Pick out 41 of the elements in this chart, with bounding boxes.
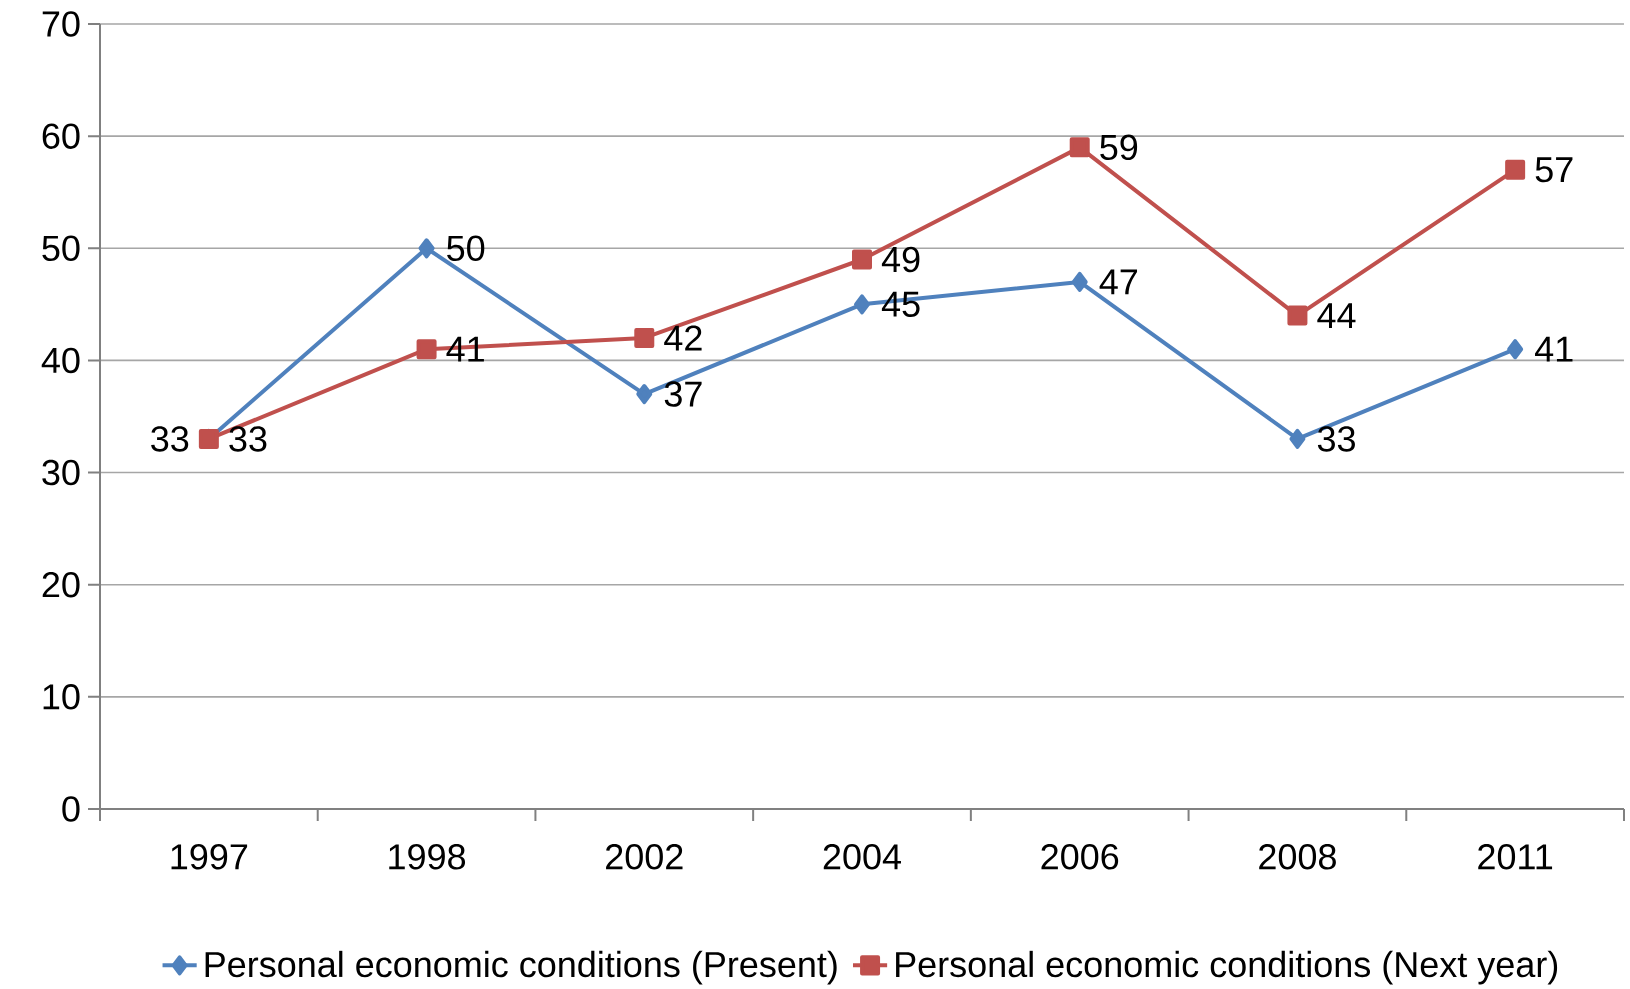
y-tick-label: 50 bbox=[42, 235, 80, 262]
point bbox=[418, 238, 435, 259]
data-label: 44 bbox=[1317, 303, 1356, 328]
point bbox=[416, 339, 437, 360]
y-tick-label: 60 bbox=[42, 123, 80, 149]
x-tick-label: 2011 bbox=[1478, 844, 1553, 870]
data-label: 47 bbox=[1099, 269, 1138, 295]
point bbox=[1069, 137, 1090, 158]
data-label: 49 bbox=[881, 246, 920, 273]
data-label: 59 bbox=[1100, 134, 1138, 161]
point bbox=[852, 249, 872, 270]
x-tick-label: 2008 bbox=[1259, 844, 1336, 870]
point bbox=[1071, 271, 1088, 292]
x-tick-label: 1997 bbox=[171, 844, 248, 870]
y-tick-label: 40 bbox=[41, 347, 80, 374]
x-tick-label: 2002 bbox=[606, 844, 683, 870]
data-label: 42 bbox=[664, 325, 702, 351]
point bbox=[854, 294, 870, 315]
point bbox=[636, 384, 653, 405]
x-tick-label: 2006 bbox=[1041, 844, 1119, 870]
x-tick-label: 2004 bbox=[823, 844, 901, 870]
data-label: 57 bbox=[1535, 157, 1573, 183]
data-label: 33 bbox=[151, 426, 189, 452]
data-label: 41 bbox=[1535, 336, 1573, 362]
x-tick-label: 1998 bbox=[389, 844, 466, 870]
data-label: 33 bbox=[1317, 426, 1355, 452]
point bbox=[1507, 339, 1524, 360]
y-tick-label: 30 bbox=[42, 459, 80, 486]
y-tick-label: 20 bbox=[42, 571, 80, 598]
y-tick-label: 0 bbox=[62, 796, 80, 822]
point bbox=[1289, 428, 1306, 449]
legend-label: Personal economic conditions (Present) bbox=[205, 950, 837, 985]
point bbox=[634, 327, 655, 348]
data-label: 37 bbox=[664, 381, 702, 407]
point bbox=[1287, 305, 1308, 326]
y-tick-label: 70 bbox=[42, 11, 80, 37]
data-label: 33 bbox=[229, 426, 267, 452]
point bbox=[1505, 159, 1526, 180]
data-label: 50 bbox=[447, 235, 485, 262]
legend-label: Personal economic conditions (Next year) bbox=[896, 950, 1558, 985]
y-tick-label: 10 bbox=[43, 684, 80, 710]
